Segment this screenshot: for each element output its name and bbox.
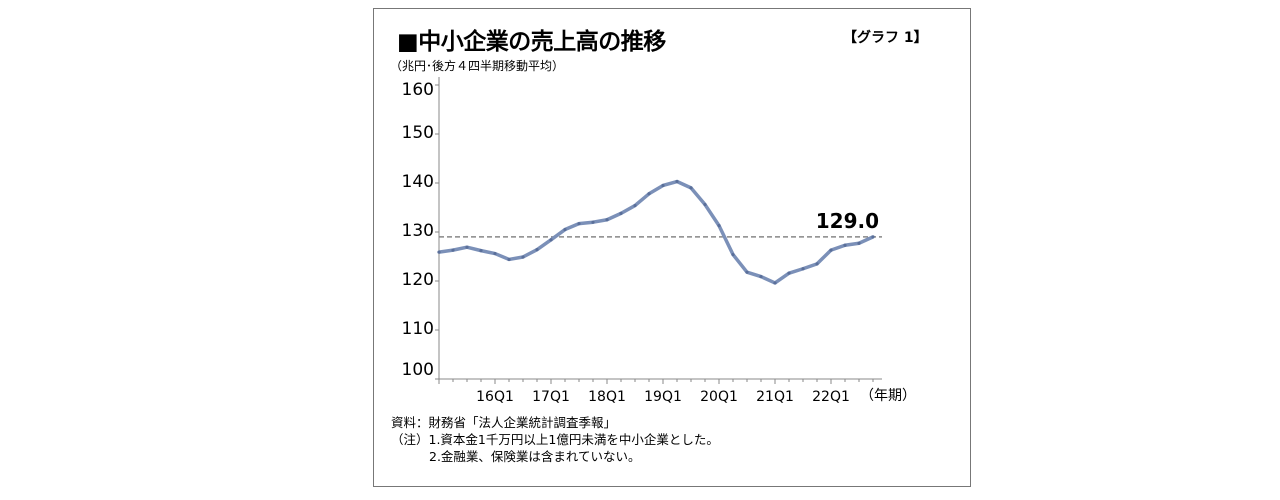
x-tick-label: 18Q1 [588, 389, 626, 405]
data-point [619, 211, 623, 215]
data-point [675, 179, 679, 184]
y-tick-label: 150 [402, 123, 434, 143]
data-point [479, 249, 483, 253]
y-tick-label: 160 [402, 80, 434, 100]
data-point [689, 186, 693, 190]
y-tick-label: 130 [402, 221, 434, 241]
y-tick-label: 120 [402, 270, 434, 290]
chart-title: ■中小企業の売上高の推移 [397, 29, 666, 55]
unit-note: （兆円･後方４四半期移動平均） [390, 59, 565, 73]
y-tick-label: 140 [402, 172, 434, 192]
x-axis-label: （年期） [860, 388, 916, 404]
data-point [857, 241, 861, 245]
data-point [633, 203, 637, 208]
footnotes: 資料：財務省「法人企業統計調査季報」 （注）1.資本金1千万円以上1億円未満を中… [391, 414, 719, 465]
series-line [438, 179, 874, 285]
data-point [535, 248, 539, 252]
note-2: 2.金融業、保険業は含まれていない。 [429, 449, 641, 464]
y-tick-label: 110 [402, 319, 434, 339]
chart-frame [373, 8, 971, 487]
note-1: （注）1.資本金1千万円以上1億円未満を中小企業とした。 [391, 432, 719, 447]
data-point [745, 270, 749, 274]
x-tick-label: 22Q1 [812, 389, 850, 405]
data-point [773, 281, 777, 285]
data-point [577, 222, 581, 226]
data-point [605, 218, 609, 222]
reference-value-label: 129.0 [816, 209, 879, 233]
x-tick-label: 19Q1 [644, 389, 682, 405]
data-point [521, 255, 525, 259]
graph-number: 【グラフ 1】 [843, 30, 928, 46]
data-point [563, 227, 567, 232]
data-point [451, 248, 455, 252]
data-point [591, 220, 595, 224]
data-point [717, 224, 721, 228]
data-point [661, 183, 665, 188]
data-point [703, 202, 707, 207]
x-tick-label: 16Q1 [476, 389, 514, 405]
data-point [801, 267, 805, 271]
data-point [507, 257, 511, 262]
data-point [493, 251, 497, 256]
x-tick-label: 21Q1 [756, 389, 794, 405]
data-point [871, 235, 875, 239]
data-point [549, 238, 553, 242]
data-point [829, 248, 833, 252]
data-point [647, 192, 651, 196]
data-point [787, 271, 791, 275]
data-point [465, 245, 469, 249]
data-point [759, 274, 763, 279]
y-tick-label: 100 [402, 360, 434, 380]
x-tick-label: 17Q1 [532, 389, 570, 405]
data-point [815, 262, 819, 266]
x-tick-label: 20Q1 [700, 389, 738, 405]
data-point [731, 252, 735, 257]
source-note: 資料：財務省「法人企業統計調査季報」 [391, 415, 617, 430]
data-point [843, 243, 847, 247]
data-point [437, 250, 441, 254]
